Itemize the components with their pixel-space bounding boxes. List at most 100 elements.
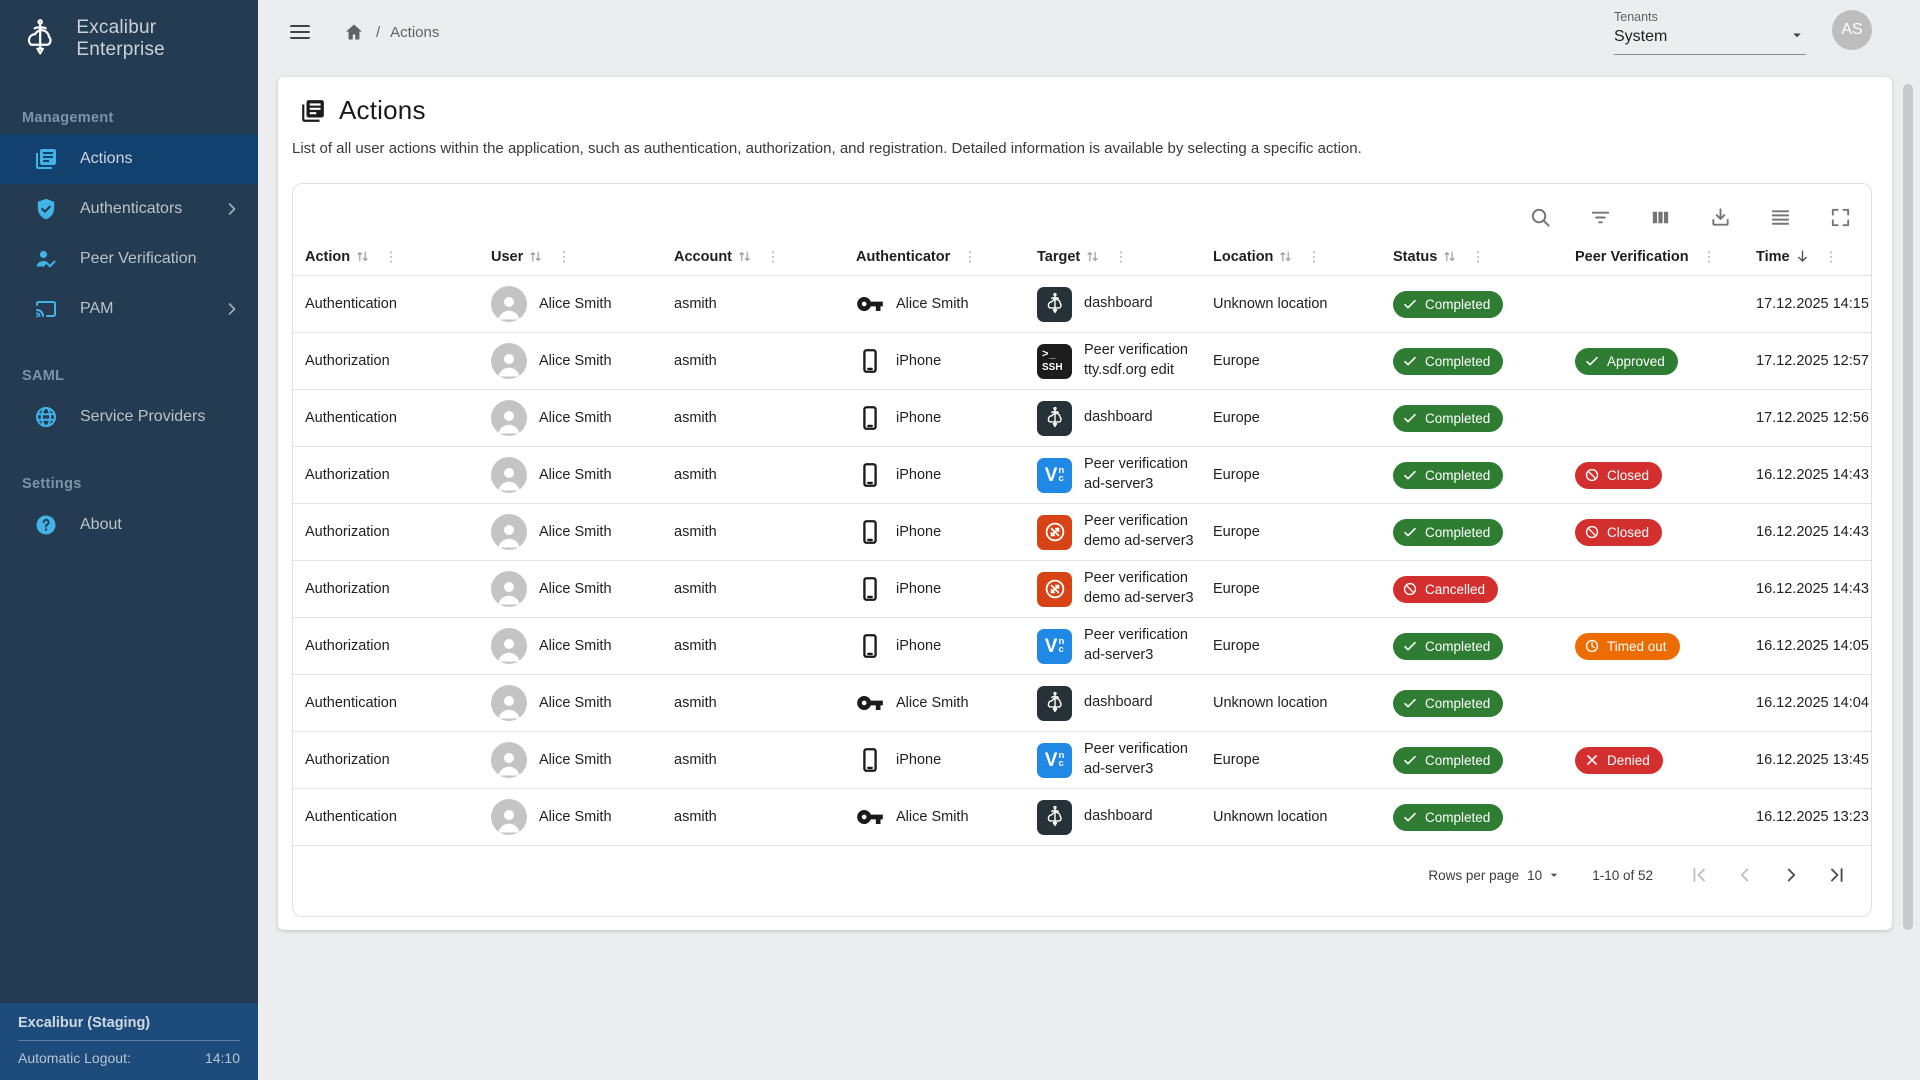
sidebar-item-peer-verification[interactable]: Peer Verification [0, 234, 258, 284]
column-menu-icon[interactable] [1113, 249, 1129, 265]
table-row[interactable]: Authorization Alice Smith asmith iPhone … [293, 731, 1871, 788]
excalibur-logo-icon [27, 19, 52, 55]
peer-verification-badge: Closed [1575, 518, 1663, 546]
status-badge: Cancelled [1393, 575, 1499, 603]
tenant-select[interactable]: Tenants System [1614, 10, 1806, 55]
table-row[interactable]: Authentication Alice Smith asmith Alice … [293, 674, 1871, 731]
smartphone-icon [856, 461, 884, 489]
table-row[interactable]: Authorization Alice Smith asmith iPhone … [293, 503, 1871, 560]
sidebar-item-service-providers[interactable]: Service Providers [0, 392, 258, 442]
user-avatar-button[interactable]: AS [1832, 9, 1872, 50]
sidebar-item-actions[interactable]: Actions [0, 134, 258, 184]
help-icon [34, 513, 58, 537]
table-row[interactable]: Authentication Alice Smith asmith Alice … [293, 275, 1871, 332]
column-menu-icon[interactable] [556, 249, 572, 265]
sort-icon[interactable] [1277, 248, 1294, 265]
dashboard-app-icon [1037, 685, 1072, 721]
table-row[interactable]: Authentication Alice Smith asmith iPhone… [293, 389, 1871, 446]
actions-card: Actions List of all user actions within … [278, 77, 1892, 930]
download-button[interactable] [1701, 198, 1739, 236]
breadcrumb: / Actions [342, 20, 439, 44]
sidebar-section-label: Management [22, 110, 114, 126]
scrollbar-thumb[interactable] [1903, 84, 1913, 930]
first-page-button[interactable] [1683, 859, 1715, 891]
library-icon [34, 147, 58, 171]
person-check-icon [34, 247, 58, 271]
sort-icon[interactable] [736, 248, 753, 265]
column-header-status[interactable]: Status [1381, 248, 1563, 265]
arrow-down-icon[interactable] [1794, 248, 1811, 265]
dashboard-app-icon [1037, 286, 1072, 322]
rows-per-page-select[interactable]: 10 [1527, 867, 1562, 883]
chevron-right-icon [222, 199, 242, 219]
sort-icon[interactable] [1441, 248, 1458, 265]
column-header-action[interactable]: Action [293, 248, 479, 265]
sidebar-item-about[interactable]: About [0, 500, 258, 550]
key-icon [856, 290, 884, 318]
table-row[interactable]: Authentication Alice Smith asmith Alice … [293, 788, 1871, 845]
column-menu-icon[interactable] [383, 249, 399, 265]
column-header-authenticator[interactable]: Authenticator [844, 249, 1025, 265]
check-icon [1402, 467, 1418, 483]
column-header-location[interactable]: Location [1201, 248, 1381, 265]
sidebar-nav: Management Actions Authenticators Peer V… [0, 76, 258, 550]
cast-icon [34, 297, 58, 321]
dashboard-app-icon [1037, 799, 1072, 835]
sort-icon[interactable] [527, 248, 544, 265]
prev-page-button[interactable] [1729, 859, 1761, 891]
ban-icon [1584, 467, 1600, 483]
column-header-peer-verification[interactable]: Peer Verification [1563, 249, 1744, 265]
ssh-icon: >_ SSH [1037, 343, 1072, 379]
smartphone-icon [856, 746, 884, 774]
table-row[interactable]: Authorization Alice Smith asmith iPhone … [293, 617, 1871, 674]
sort-icon[interactable] [354, 248, 371, 265]
table-row[interactable]: Authorization Alice Smith asmith iPhone … [293, 560, 1871, 617]
check-icon [1584, 353, 1600, 369]
sort-icon[interactable] [1084, 248, 1101, 265]
status-badge: Completed [1393, 347, 1504, 375]
next-page-button[interactable] [1775, 859, 1807, 891]
column-menu-icon[interactable] [1823, 249, 1839, 265]
check-icon [1402, 638, 1418, 654]
user-avatar-icon [491, 457, 527, 493]
filter-button[interactable] [1581, 198, 1619, 236]
menu-toggle-button[interactable] [282, 14, 318, 50]
columns-button[interactable] [1641, 198, 1679, 236]
last-page-icon [1826, 864, 1848, 886]
user-avatar-icon [491, 628, 527, 664]
actions-table: Action User Account Authenticator Target [292, 183, 1872, 917]
peer-verification-badge: Denied [1575, 746, 1663, 774]
column-menu-icon[interactable] [1306, 249, 1322, 265]
column-menu-icon[interactable] [1470, 249, 1486, 265]
status-badge: Completed [1393, 290, 1504, 318]
caret-down-icon [1788, 26, 1806, 49]
smartphone-icon [856, 404, 884, 432]
density-button[interactable] [1761, 198, 1799, 236]
sidebar-item-pam[interactable]: PAM [0, 284, 258, 334]
smartphone-icon [856, 518, 884, 546]
home-icon [346, 24, 362, 40]
user-avatar-icon [491, 742, 527, 778]
column-menu-icon[interactable] [1701, 249, 1717, 265]
column-menu-icon[interactable] [962, 249, 978, 265]
column-header-user[interactable]: User [479, 248, 662, 265]
peer-verification-badge: Closed [1575, 461, 1663, 489]
fullscreen-button[interactable] [1821, 198, 1859, 236]
column-header-account[interactable]: Account [662, 248, 844, 265]
table-row[interactable]: Authorization Alice Smith asmith iPhone … [293, 446, 1871, 503]
column-header-time[interactable]: Time [1744, 248, 1871, 265]
density-icon [1769, 206, 1792, 229]
home-breadcrumb-link[interactable] [342, 20, 366, 44]
column-menu-icon[interactable] [765, 249, 781, 265]
ban-icon [1584, 524, 1600, 540]
last-page-button[interactable] [1821, 859, 1853, 891]
user-avatar-icon [491, 343, 527, 379]
user-avatar-icon [491, 514, 527, 550]
column-header-target[interactable]: Target [1025, 248, 1201, 265]
search-button[interactable] [1521, 198, 1559, 236]
status-badge: Completed [1393, 461, 1504, 489]
status-badge: Completed [1393, 689, 1504, 717]
table-row[interactable]: Authorization Alice Smith asmith iPhone … [293, 332, 1871, 389]
auto-logout-label: Automatic Logout: [18, 1050, 131, 1066]
sidebar-item-authenticators[interactable]: Authenticators [0, 184, 258, 234]
